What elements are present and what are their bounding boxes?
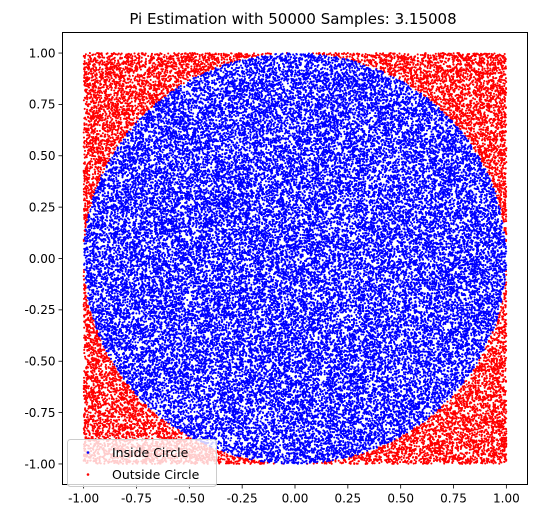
x-axis: -1.00 -0.75 -0.50 -0.25 0.00 0.25 0.50 0.75 1.00 <box>68 484 520 506</box>
legend: Inside Circle Outside Circle <box>67 439 217 487</box>
x-tick-label: 0.75 <box>440 492 467 506</box>
y-tick-label: 0.25 <box>29 200 56 214</box>
x-tick-label: 1.00 <box>493 492 520 506</box>
y-tick-label: -1.00 <box>24 457 55 471</box>
chart-title: Pi Estimation with 50000 Samples: 3.1500… <box>129 10 456 28</box>
y-tick-label: -0.50 <box>24 355 55 369</box>
legend-marker-outside <box>86 473 90 476</box>
x-tick-label: 0.50 <box>387 492 414 506</box>
legend-label-inside: Inside Circle <box>112 445 189 460</box>
x-tick-label: 0.25 <box>334 492 361 506</box>
y-tick-label: 0.75 <box>29 98 56 112</box>
legend-box <box>67 439 217 487</box>
legend-label-outside: Outside Circle <box>112 467 200 482</box>
y-tick-label: 0.00 <box>29 252 56 266</box>
x-tick-label: -1.00 <box>68 492 99 506</box>
x-tick-label: -0.75 <box>121 492 152 506</box>
x-tick-label: 0.00 <box>282 492 309 506</box>
points-layer <box>82 52 508 465</box>
y-axis: 1.00 0.75 0.50 0.25 0.00 -0.25 -0.50 -0.75 -1.00 <box>24 46 63 471</box>
legend-marker-inside <box>86 451 90 454</box>
y-tick-label: -0.75 <box>24 406 55 420</box>
inside-circle-points <box>83 52 508 465</box>
y-tick-label: -0.25 <box>24 303 55 317</box>
x-tick-label: -0.50 <box>174 492 205 506</box>
x-tick-label: -0.25 <box>227 492 258 506</box>
outside-circle-points <box>82 52 508 465</box>
y-tick-label: 0.50 <box>29 149 56 163</box>
y-tick-label: 1.00 <box>29 46 56 60</box>
